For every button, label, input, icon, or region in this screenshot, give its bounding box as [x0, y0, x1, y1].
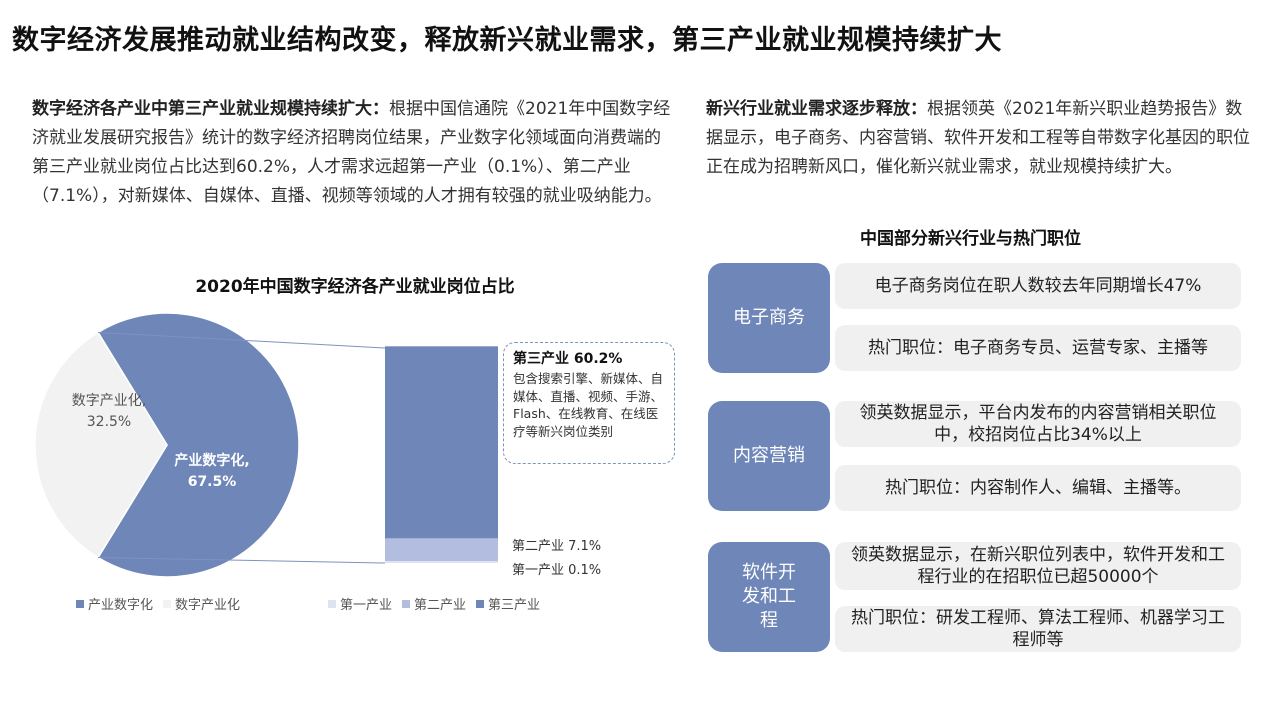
legend-label: 数字产业化 — [175, 598, 241, 613]
industry-software-engineering: 软件开发和工程 — [708, 542, 830, 652]
pie-label-value: 32.5% — [87, 414, 131, 430]
bar-legend: 第一产业 第二产业 第三产业 — [328, 594, 550, 613]
bar-label-secondary: 第二产业 7.1% — [512, 539, 601, 554]
legend-item-digital-industry: 产业数字化 — [76, 594, 153, 613]
legend-label: 第一产业 — [340, 598, 393, 613]
pie-legend: 产业数字化 数字产业化 — [76, 594, 250, 613]
left-paragraph: 数字经济各产业中第三产业就业规模持续扩大：根据中国信通院《2021年中国数字经济… — [32, 95, 672, 211]
legend-swatch — [76, 599, 84, 608]
pie-bar-chart: 产业数字化, 67.5% 数字产业化, 32.5% 第二产业 7.1% 第一产业 0.1% — [34, 312, 601, 578]
pie-label-name: 产业数字化, — [174, 452, 249, 469]
pie-slice-1 — [96, 312, 300, 578]
tertiary-callout: 第三产业 60.2% 包含搜索引擎、新媒体、自媒体、直播、视频、手游、Flash… — [503, 342, 675, 464]
content-marketing-jobs: 热门职位：内容制作人、编辑、主播等。 — [835, 465, 1241, 511]
industries-title: 中国部分新兴行业与热门职位 — [860, 229, 1081, 249]
chart-title: 2020年中国数字经济各产业就业岗位占比 — [195, 277, 515, 297]
legend-item-primary: 第一产业 — [328, 594, 392, 613]
pie-label-value: 67.5% — [188, 474, 237, 490]
legend-item-secondary: 第二产业 — [402, 594, 466, 613]
bar-segment-3 — [385, 346, 498, 539]
ecommerce-info: 电子商务岗位在职人数较去年同期增长47% — [835, 263, 1241, 309]
right-paragraph-text: 根据领英《2021年新兴职业趋势报告》数据显示，电子商务、内容营销、软件开发和工… — [706, 99, 1250, 177]
legend-swatch — [163, 599, 172, 608]
legend-swatch — [328, 599, 336, 608]
industry-content-marketing: 内容营销 — [708, 401, 830, 511]
right-paragraph: 新兴行业就业需求逐步释放：根据领英《2021年新兴职业趋势报告》数据显示，电子商… — [706, 95, 1251, 182]
page-title: 数字经济发展推动就业结构改变，释放新兴就业需求，第三产业就业规模持续扩大 — [12, 25, 1002, 56]
content-marketing-info: 领英数据显示，平台内发布的内容营销相关职位中，校招岗位占比34%以上 — [835, 401, 1241, 447]
legend-item-tertiary: 第三产业 — [476, 594, 540, 613]
legend-label: 第三产业 — [488, 598, 541, 613]
ecommerce-jobs: 热门职位：电子商务专员、运营专家、主播等 — [835, 325, 1241, 371]
legend-swatch — [476, 599, 485, 608]
pie-label-name: 数字产业化, — [72, 393, 146, 409]
connector-line-top — [98, 331, 386, 349]
left-paragraph-text: 根据中国信通院《2021年中国数字经济就业发展研究报告》统计的数字经济招聘岗位结… — [32, 99, 671, 206]
legend-label: 第二产业 — [414, 598, 467, 613]
bar-label-primary: 第一产业 0.1% — [512, 563, 601, 578]
legend-item-industry-digitalization: 数字产业化 — [163, 594, 240, 613]
right-paragraph-heading: 新兴行业就业需求逐步释放： — [706, 99, 927, 119]
bar-segment-1 — [385, 561, 498, 563]
connector-line-bottom — [98, 557, 386, 564]
left-paragraph-heading: 数字经济各产业中第三产业就业规模持续扩大： — [32, 99, 389, 119]
callout-heading: 第三产业 60.2% — [513, 351, 623, 367]
industry-ecommerce: 电子商务 — [708, 263, 830, 373]
legend-label: 产业数字化 — [88, 598, 154, 613]
bar-segment-2 — [385, 538, 498, 561]
pie-slice-2 — [34, 331, 168, 559]
software-engineering-info: 领英数据显示，在新兴职位列表中，软件开发和工程行业的在招职位已超50000个 — [835, 542, 1241, 590]
callout-body: 包含搜索引擎、新媒体、自媒体、直播、视频、手游、Flash、在线教育、在线医疗等… — [513, 371, 664, 439]
software-engineering-jobs: 热门职位：研发工程师、算法工程师、机器学习工程师等 — [835, 606, 1241, 652]
legend-swatch — [402, 599, 411, 608]
